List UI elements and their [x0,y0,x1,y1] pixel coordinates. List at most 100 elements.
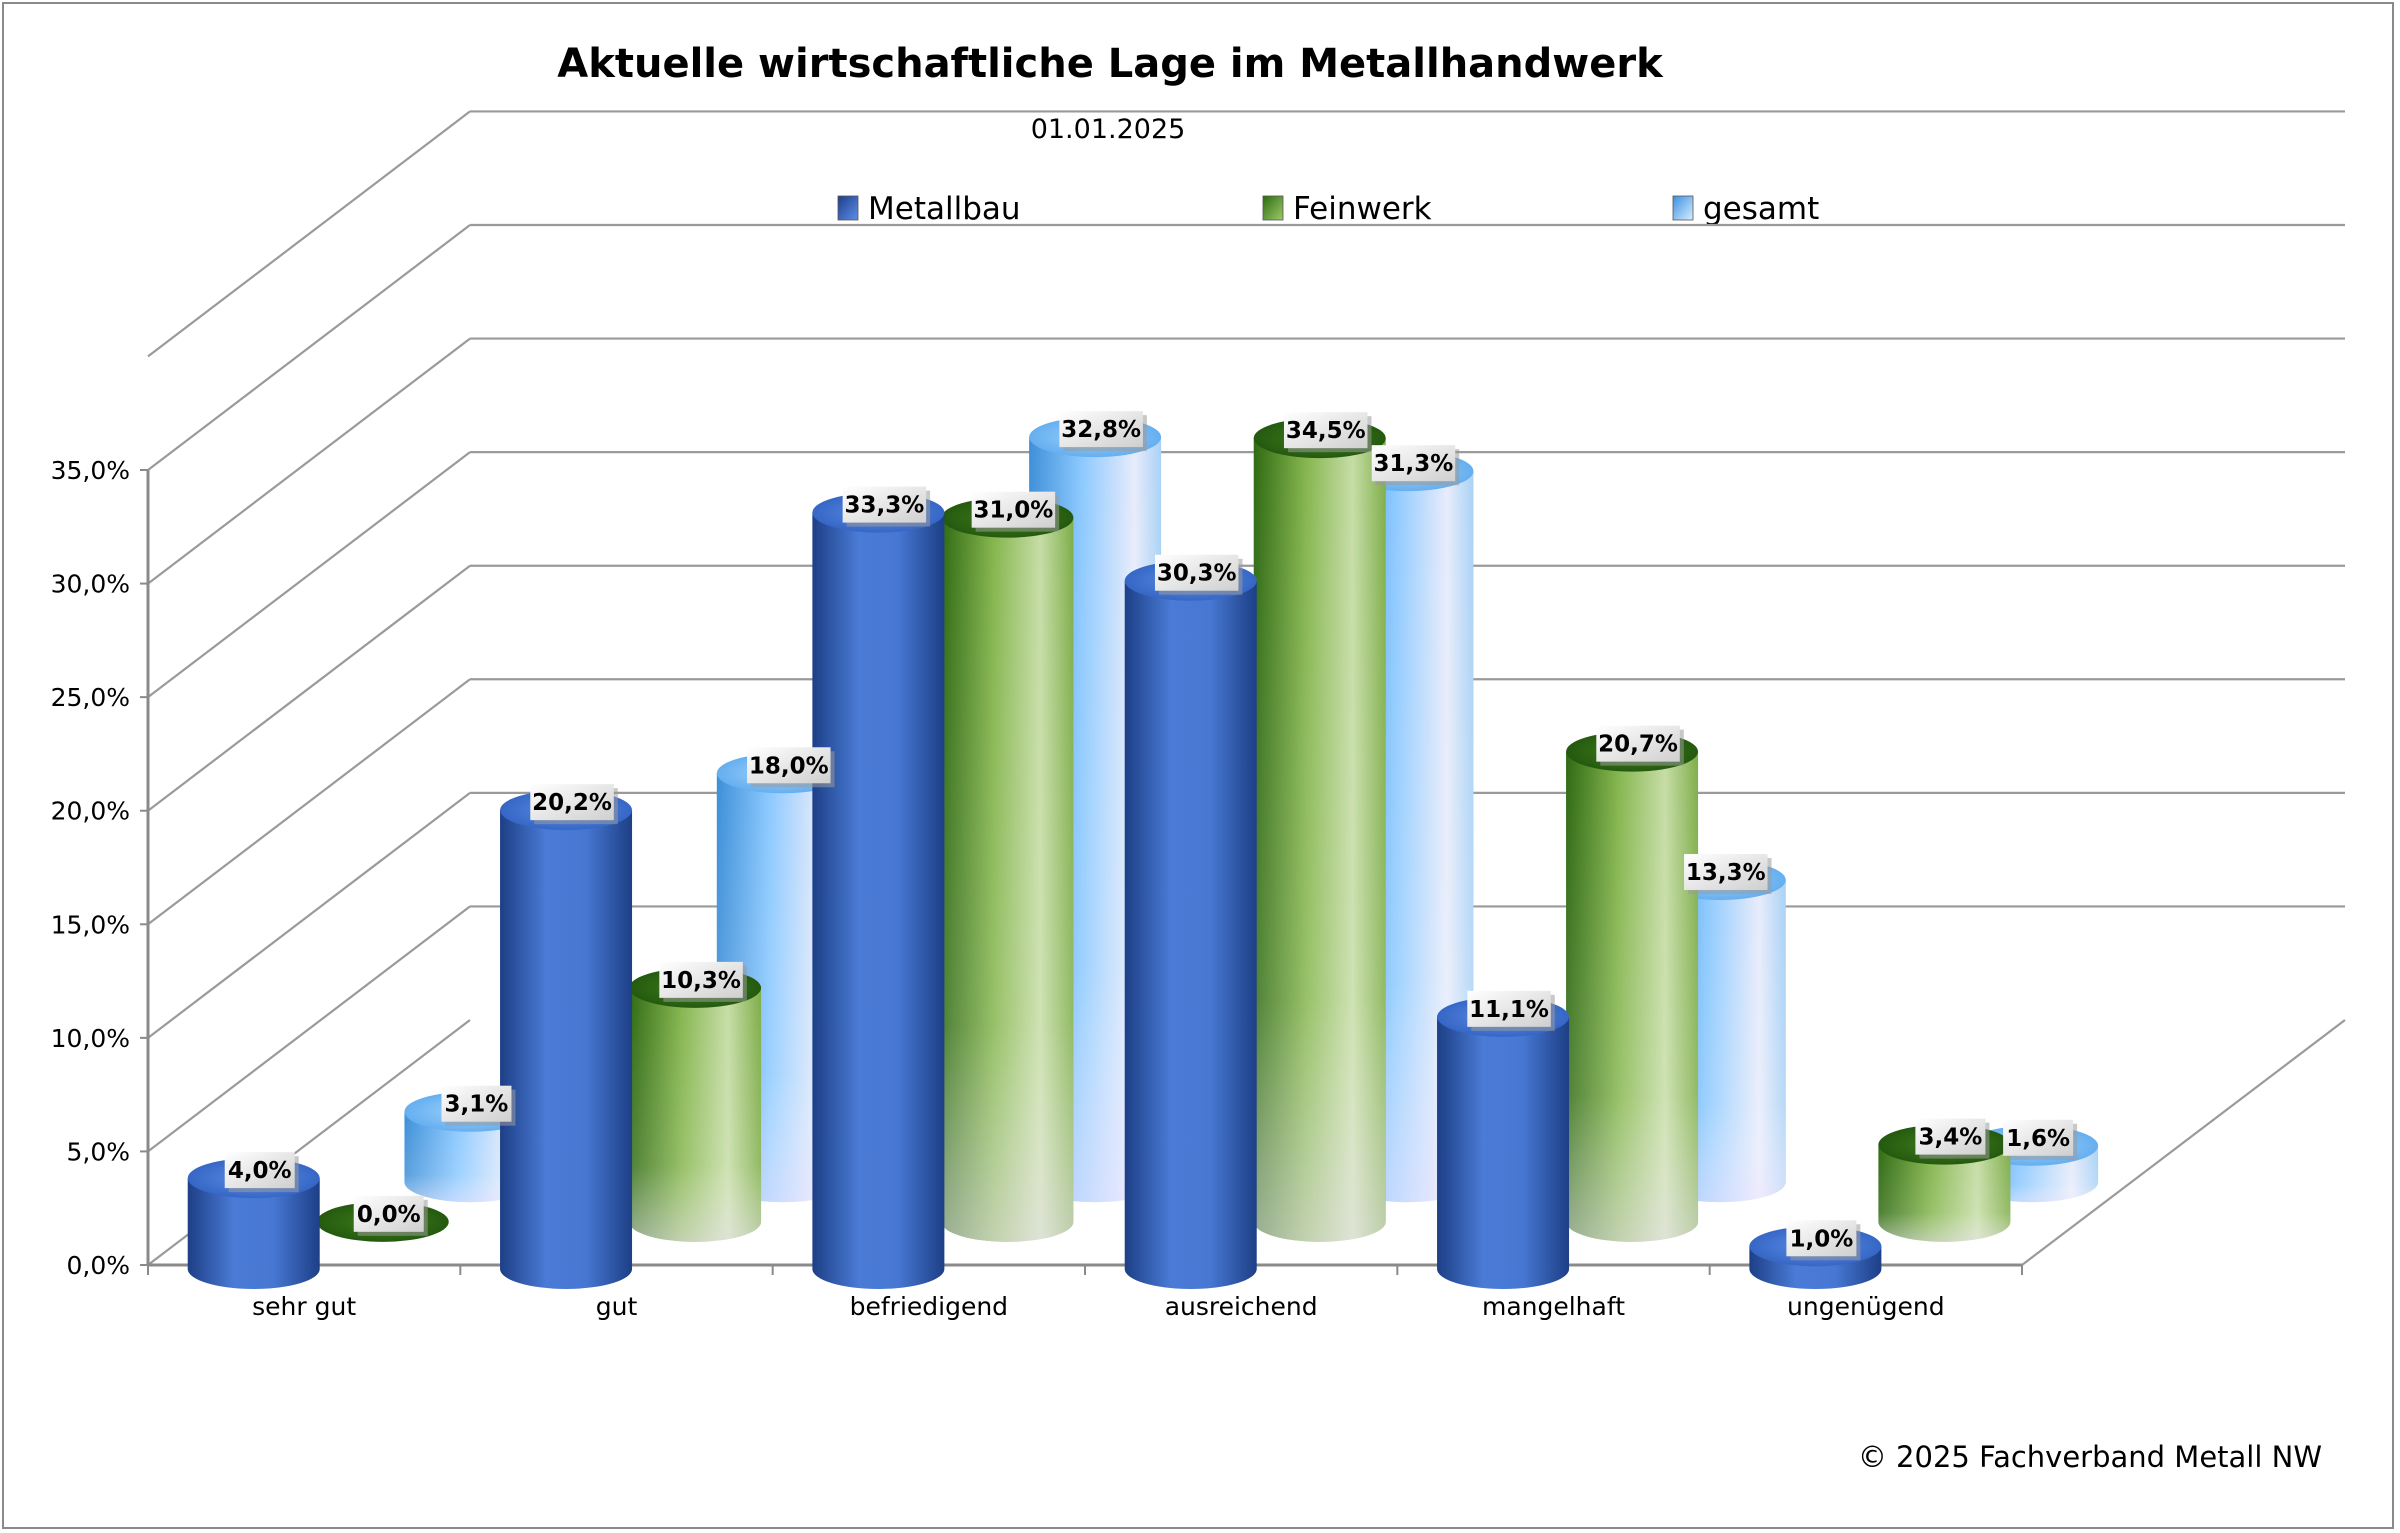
y-tick-label: 35,0% [51,456,130,485]
legend-swatch [1262,195,1284,221]
data-label-text: 31,3% [1374,451,1454,477]
bar-metallbau-gut [500,790,633,1289]
legend-item-metallbau: Metallbau [837,191,1021,227]
y-tick-label: 15,0% [51,910,130,939]
data-label-text: 20,2% [532,790,612,816]
bar-feinwerk-befriedigend [941,497,1074,1242]
y-tick-label: 0,0% [66,1251,130,1280]
y-tick-label: 10,0% [51,1024,130,1053]
data-label-feinwerk-gut: 10,3% [659,961,747,1002]
data-label-box [659,961,743,998]
data-label-gesamt-befriedigend: 32,8% [1059,411,1147,452]
data-label-box [1915,1118,1986,1155]
data-label-metallbau-sehr-gut: 4,0% [224,1152,299,1193]
bar-body [500,810,633,1289]
data-label-feinwerk-ungenuegend: 3,4% [1915,1118,1990,1159]
data-label-text: 11,1% [1469,997,1549,1023]
data-label-gesamt-mangelhaft: 13,3% [1684,854,1772,895]
data-label-box [2003,1119,2074,1156]
data-label-metallbau-befriedigend: 33,3% [842,486,931,527]
data-label-box [1371,445,1456,482]
chart-subtitle: 01.01.2025 [1031,114,1186,145]
data-label-box [224,1152,295,1189]
bar-metallbau-ausreichend [1124,560,1257,1289]
data-label-box [530,784,614,821]
x-tick-label-mangelhaft: mangelhaft [1482,1292,1625,1321]
data-label-feinwerk-mangelhaft: 20,7% [1596,725,1684,766]
data-label-text: 10,3% [661,968,741,994]
data-label-text: 31,0% [974,498,1054,524]
x-tick-label-ungenuegend: ungenügend [1787,1292,1945,1321]
data-label-box [747,747,831,784]
data-label-text: 32,8% [1061,417,1141,443]
data-label-box [842,486,927,523]
copyright-text: © 2025 Fachverband Metall NW [1858,1440,2322,1474]
y-tick-label: 5,0% [66,1137,130,1166]
data-label-text: 20,7% [1598,732,1678,758]
gridline-side [147,224,471,471]
x-tick-label-sehr-gut: sehr gut [252,1292,356,1321]
gridline-side [147,905,471,1153]
bar-body-shade [1878,1144,2011,1242]
gridline-side [147,564,471,812]
data-label-text: 18,0% [749,753,829,779]
legend-swatch [1672,195,1694,221]
data-label-text: 1,0% [1789,1226,1853,1252]
data-label-text: 0,0% [357,1202,421,1228]
bar-body [187,1178,320,1289]
data-label-gesamt-sehr-gut: 3,1% [441,1085,516,1126]
legend-label: Metallbau [868,191,1021,227]
gridline-side [147,451,471,699]
data-label-text: 30,3% [1157,561,1237,587]
data-label-feinwerk-ausreichend: 34,5% [1283,412,1372,453]
bar-body [1124,580,1257,1289]
bar-body [812,512,945,1289]
floor-right-edge [2021,1019,2346,1266]
legend-item-gesamt: gesamt [1672,191,1819,227]
data-label-text: 34,5% [1286,418,1366,444]
data-label-box [1596,725,1680,762]
gridline-side [147,791,471,1039]
x-tick-label-gut: gut [596,1292,638,1321]
x-tick-label-ausreichend: ausreichend [1165,1292,1318,1321]
y-tick-label: 25,0% [51,683,130,712]
legend: Metallbau Feinwerk gesamt [837,191,1819,227]
data-label-text: 13,3% [1686,860,1766,886]
data-label-metallbau-ungenuegend: 1,0% [1786,1220,1861,1261]
data-label-text: 3,4% [1919,1125,1983,1151]
bar-metallbau-mangelhaft [1437,996,1570,1289]
data-label-text: 3,1% [445,1092,509,1118]
gridline-side [147,678,471,926]
data-labels: 4,0% 20,2% 33,3% 30,3% 11,1% 1,0% 0,0% 10,3% 31,… [224,411,2078,1261]
legend-label: Feinwerk [1293,191,1432,227]
data-label-box [1154,554,1239,591]
data-label-feinwerk-sehr-gut: 0,0% [353,1195,428,1236]
data-label-box [1467,990,1551,1027]
data-label-text: 4,0% [228,1158,292,1184]
legend-item-feinwerk: Feinwerk [1262,191,1432,227]
data-label-gesamt-ausreichend: 31,3% [1371,445,1460,486]
legend-swatch [837,195,859,221]
x-tick-label-befriedigend: befriedigend [850,1292,1008,1321]
bar-metallbau-befriedigend [812,492,945,1289]
bar-body [1437,1016,1570,1289]
bar-feinwerk-ausreichend [1253,418,1386,1242]
axes: 0,0% 5,0% 10,0% 15,0% 20,0% 25,0% 30,0% 35,0% se… [51,456,2346,1321]
data-label-metallbau-ausreichend: 30,3% [1154,554,1243,595]
y-tick-label: 20,0% [51,797,130,826]
data-label-box [971,491,1056,528]
chart-title: Aktuelle wirtschaftliche Lage im Metallh… [557,41,1664,87]
data-label-feinwerk-befriedigend: 31,0% [971,491,1060,532]
data-label-box [1283,412,1368,449]
data-label-text: 1,6% [2006,1126,2070,1152]
series-metallbau [187,492,1882,1289]
gridline-side [147,110,471,358]
data-label-metallbau-mangelhaft: 11,1% [1467,990,1555,1031]
bar-body-shade [1253,438,1386,1242]
data-label-metallbau-gut: 20,2% [530,784,618,825]
bar-feinwerk-mangelhaft [1566,731,1699,1242]
gridline-side [147,337,471,585]
data-label-gesamt-gut: 18,0% [747,747,835,788]
data-label-box [353,1195,424,1232]
